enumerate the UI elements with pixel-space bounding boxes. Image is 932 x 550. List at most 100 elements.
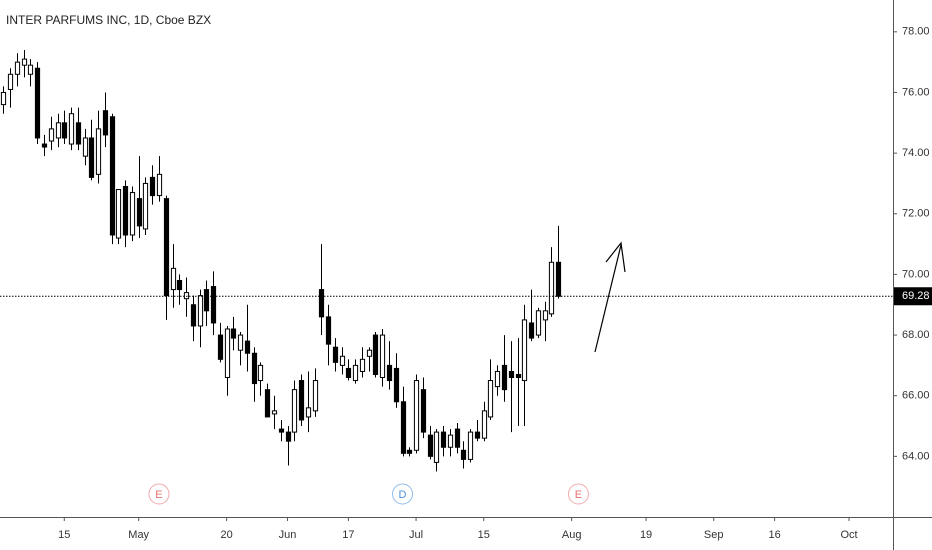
y-tick-label: 66.00 [902,390,930,402]
candle-body [305,407,312,418]
candle-body [7,73,14,90]
y-tick-label: 78.00 [902,26,930,38]
x-tick-label: May [128,529,149,541]
event-label: D [399,489,407,501]
candle-body [312,380,319,412]
candle-body [535,310,542,336]
arrow-head [605,241,626,273]
x-tick-label: 16 [768,529,780,541]
candle-body [34,67,41,139]
event-marker [567,483,589,505]
candle-body [433,431,440,463]
candle-body [379,334,386,379]
candle-body [102,110,109,136]
event-label: E [155,489,162,501]
candle-body [210,286,217,324]
candle-body [339,355,346,366]
candle-body [203,289,210,312]
candle-body [21,58,28,66]
x-tick-label: 15 [58,529,70,541]
candle-body [359,358,366,372]
candle-body [48,128,55,142]
candle-body [129,192,136,236]
candle-body [115,189,122,239]
candle-body [190,304,197,327]
last-price-tag [894,287,932,306]
candle-body [494,370,501,388]
y-tick-label: 70.00 [902,268,930,280]
drawn-arrow [594,241,626,353]
candle-body [61,122,68,139]
candle-body [95,128,102,175]
y-tick-label: 72.00 [902,208,930,220]
candle-body [487,380,494,418]
candle-body [251,352,258,385]
candle-body [237,334,244,351]
candle-body [55,122,62,139]
y-tick-label: 64.00 [902,450,930,462]
candle-body [170,267,177,291]
candle-body [264,389,271,418]
candle-body [122,185,129,236]
arrow-shaft [594,244,622,353]
candle-body [447,434,454,448]
candle-body [271,410,278,415]
candle-body [244,340,251,354]
candle-body [372,334,379,375]
candle-body [298,380,305,421]
candle-body [548,261,555,315]
event-marker [392,483,414,505]
candle-body [386,364,393,382]
candle-body [230,328,237,339]
x-tick-label: Sep [704,529,724,541]
candle-body [345,367,352,379]
x-tick-label: Jun [279,529,297,541]
candle-body [515,373,522,379]
candle-body [14,61,21,75]
candle-body [156,173,163,197]
x-tick-label: Aug [562,529,582,541]
candle-body [136,198,143,227]
candle-body [41,143,48,148]
candle-body [521,319,528,382]
candle-body [501,364,508,391]
candle-body [176,279,183,291]
candle-body [217,334,224,360]
candle-body [142,182,149,230]
candle-body [332,346,339,363]
x-tick-label: 15 [478,529,490,541]
candle-body [352,364,359,382]
last-price-label: 69.28 [902,290,930,302]
candle-body [366,349,373,357]
candle-body [454,428,461,448]
candle-body [474,431,481,439]
candle-body [406,449,413,454]
candle-body [0,91,7,106]
candle-body [183,292,190,300]
candle-body [278,428,285,433]
x-tick-label: 20 [221,529,233,541]
chart-title: INTER PARFUMS INC, 1D, Cboe BZX [6,13,211,27]
x-tick-label: 17 [342,529,354,541]
x-tick-label: 19 [640,529,652,541]
candle-body [68,113,75,145]
candle-body [542,310,549,321]
candle-body [291,389,298,433]
event-marker [148,483,170,505]
x-tick-label: Jul [409,529,423,541]
candle-body [528,322,535,339]
candle-body [75,122,82,145]
candle-body [400,401,407,454]
candle-body [440,431,447,448]
candle-body [481,410,488,439]
candle-body [460,449,467,460]
candle-body [555,261,562,297]
candle-body [325,316,332,345]
candle-body [427,434,434,457]
y-tick-label: 68.00 [902,329,930,341]
y-tick-label: 76.00 [902,86,930,98]
candle-body [224,328,231,379]
x-tick-label: Oct [840,529,857,541]
y-tick-label: 74.00 [902,147,930,159]
